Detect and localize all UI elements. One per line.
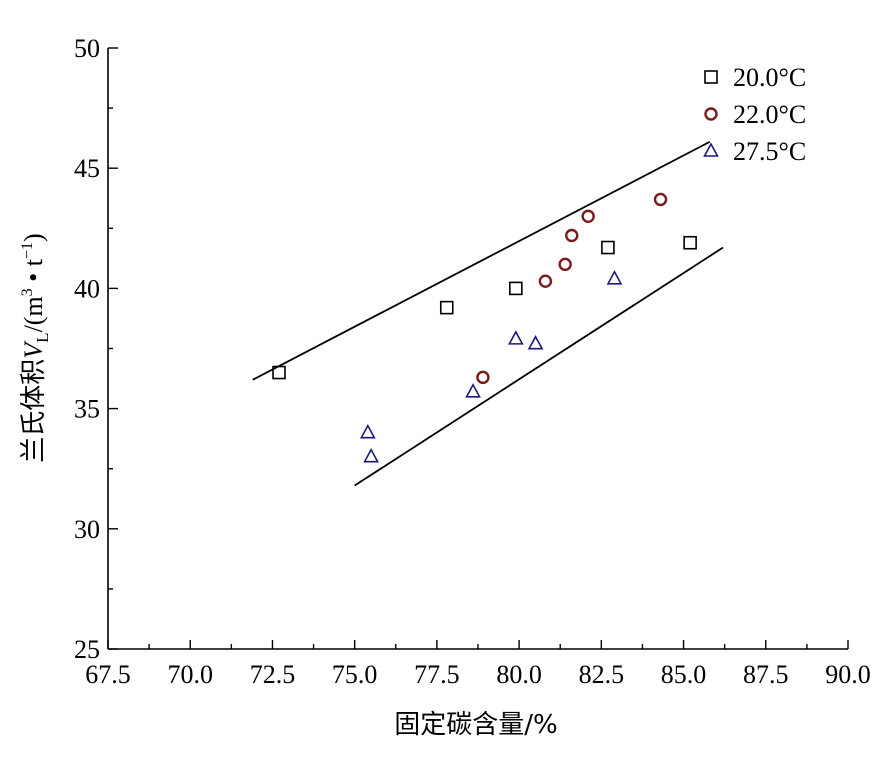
- data-point-triangle: [507, 330, 524, 345]
- upper-bound-line: [252, 140, 711, 381]
- y-tick-label: 40: [74, 274, 100, 303]
- y-axis-title-sup2: −1: [19, 242, 36, 259]
- legend: 20.0°C 22.0°C 27.5°C: [703, 63, 806, 166]
- y-tick-label: 45: [74, 154, 100, 183]
- y-axis-title-prefix: 兰氏体积: [19, 359, 49, 463]
- data-point-triangle: [527, 335, 544, 350]
- x-tick-label: 82.5: [579, 660, 625, 689]
- y-axis-title-unit-close: ): [19, 233, 48, 242]
- trend-lines: [252, 140, 724, 487]
- x-tick-label: 72.5: [250, 660, 296, 689]
- y-axis-title-unit-mid: • t: [19, 258, 48, 288]
- data-point-circle: [581, 209, 595, 223]
- y-axis-title-subscript: L: [33, 332, 52, 342]
- data-point-triangle: [363, 448, 379, 463]
- data-point-square: [272, 365, 286, 380]
- x-tick-label: 77.5: [414, 660, 460, 689]
- x-tick-label: 85.0: [661, 660, 707, 689]
- data-point-triangle: [465, 383, 481, 398]
- data-point-square: [439, 300, 454, 315]
- y-tick-label: 25: [74, 635, 100, 664]
- y-tick-label: 30: [74, 515, 100, 544]
- legend-label: 22.0°C: [733, 100, 806, 129]
- legend-marker-square: [704, 70, 718, 84]
- data-point-circle: [476, 370, 490, 385]
- lower-bound-line: [354, 246, 724, 487]
- data-point-square: [509, 281, 523, 296]
- x-tick-label: 80.0: [496, 660, 542, 689]
- data-point-triangle: [606, 270, 623, 285]
- data-points: [272, 192, 697, 463]
- data-point-circle: [558, 257, 572, 272]
- axes: 67.5 70.0 72.5 75.0 77.5 80.0 82.5 85.0 87.5 90.0…: [74, 34, 871, 689]
- y-axis-title: 兰氏体积VL/(m3 • t−1): [19, 233, 52, 462]
- y-axis-title-unit-open: /(m: [19, 296, 48, 332]
- x-tick-label: 67.5: [85, 660, 131, 689]
- data-point-circle: [653, 192, 668, 207]
- y-axis-title-sup1: 3: [19, 288, 36, 296]
- data-point-square: [683, 235, 697, 250]
- x-axis-title: 固定碳含量/%: [394, 710, 557, 740]
- y-tick-label: 35: [74, 395, 100, 424]
- legend-marker-triangle: [703, 142, 719, 157]
- data-point-square: [601, 240, 615, 255]
- x-tick-label: 75.0: [332, 660, 378, 689]
- y-tick-label: 50: [74, 34, 100, 63]
- x-tick-label: 70.0: [167, 660, 213, 689]
- data-point-triangle: [359, 423, 376, 439]
- series-circle: [476, 192, 668, 385]
- x-tick-label: 87.5: [743, 660, 789, 689]
- data-point-circle: [538, 274, 553, 288]
- series-square: [272, 235, 697, 380]
- y-axis-title-variable: V: [19, 340, 48, 359]
- legend-label: 20.0°C: [733, 63, 806, 92]
- series-triangle: [359, 270, 623, 463]
- x-tick-label: 90.0: [825, 660, 871, 689]
- legend-label: 27.5°C: [733, 137, 806, 166]
- legend-marker-circle: [704, 107, 718, 121]
- data-point-circle: [565, 228, 579, 243]
